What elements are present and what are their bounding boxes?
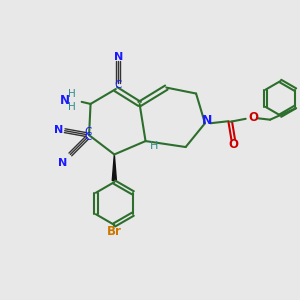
Text: O: O <box>249 111 259 124</box>
Text: N: N <box>58 158 68 168</box>
Text: N: N <box>60 94 70 106</box>
Text: C: C <box>114 80 121 90</box>
Text: H: H <box>150 141 158 152</box>
Text: H: H <box>68 102 76 112</box>
Text: N: N <box>114 52 123 62</box>
Text: N: N <box>202 114 213 128</box>
Text: N: N <box>54 125 63 135</box>
Text: C: C <box>85 127 92 137</box>
Text: H: H <box>68 89 76 99</box>
Text: C: C <box>85 132 92 142</box>
Text: Br: Br <box>107 225 122 238</box>
Polygon shape <box>112 154 116 181</box>
Text: O: O <box>229 138 239 151</box>
